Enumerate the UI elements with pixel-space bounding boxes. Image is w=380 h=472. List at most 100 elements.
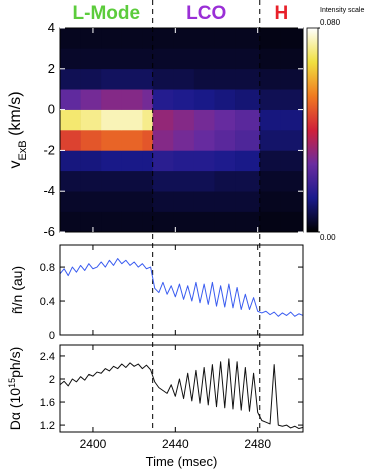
heat-cell [101, 109, 123, 131]
y-tick-label: 1.6 [40, 397, 55, 409]
heat-cell [152, 211, 174, 233]
heat-cell [280, 211, 304, 233]
heat-cell [101, 68, 123, 90]
heat-cell [193, 150, 215, 172]
plot-frame [59, 244, 304, 336]
y-axis-label: Dα (1015ph/s) [7, 347, 23, 430]
colorbar [306, 27, 319, 233]
heat-cell [173, 191, 195, 212]
heat-cell [259, 191, 281, 212]
y-tick-label: 0 [49, 330, 55, 342]
heat-cell [152, 170, 174, 192]
heat-cell [80, 48, 102, 70]
heat-cell [142, 48, 153, 70]
heat-cell [60, 211, 81, 233]
colorbar-tick-label: 0.00 [320, 233, 336, 242]
heat-cell [101, 48, 123, 70]
heat-cell [193, 170, 215, 192]
heat-cell [259, 109, 281, 131]
heat-cell [214, 170, 236, 192]
heat-cell [280, 89, 304, 110]
heat-cell [121, 170, 143, 192]
heat-cell [280, 109, 304, 131]
heat-cell [60, 130, 81, 151]
region-label: H [275, 3, 289, 24]
y-tick-label: 2.4 [40, 351, 55, 363]
heat-cell [152, 109, 174, 131]
y-axis-label: vExB (km/s) [7, 91, 29, 168]
heat-cell [280, 170, 304, 192]
y-tick-label: 0.4 [40, 296, 55, 308]
heat-cell [259, 150, 281, 172]
heat-cell [214, 211, 236, 233]
heat-cell [214, 191, 236, 212]
heat-cell [193, 191, 215, 212]
heat-cell [152, 191, 174, 212]
heat-cell [235, 48, 261, 70]
heat-cell [121, 211, 143, 233]
y-axis-label-part: ph/s) [7, 347, 23, 378]
heat-cell [80, 28, 102, 49]
heat-cell [152, 48, 174, 70]
heat-cell [142, 109, 153, 131]
heat-cell [101, 211, 123, 233]
y-tick-label: -4 [43, 183, 55, 198]
heat-cell [235, 28, 261, 49]
heat-cell [280, 191, 304, 212]
heat-cell [60, 109, 81, 131]
heat-cell [142, 191, 153, 212]
heat-cell [235, 68, 261, 90]
heat-cell [121, 109, 143, 131]
heat-cell [214, 130, 236, 151]
colorbar-tick-label: 0.080 [320, 18, 341, 27]
heat-cell [80, 211, 102, 233]
series-line [59, 358, 304, 430]
heat-cell [142, 170, 153, 192]
y-tick-label: 0.8 [40, 262, 55, 274]
heat-cell [80, 170, 102, 192]
y-tick-label: 0 [48, 102, 55, 117]
heat-cell [121, 68, 143, 90]
heat-cell [60, 68, 81, 90]
heat-cell [142, 28, 153, 49]
heat-cell [259, 170, 281, 192]
heat-cell [193, 130, 215, 151]
heat-cell [280, 130, 304, 151]
region-label: LCO [186, 3, 226, 24]
y-tick-label: 2 [49, 374, 55, 386]
heat-cell [173, 130, 195, 151]
heat-cell [173, 170, 195, 192]
heat-cell [60, 191, 81, 212]
heat-cell [193, 48, 215, 70]
heat-cell [235, 109, 261, 131]
heat-cell [173, 211, 195, 233]
heat-cell [193, 89, 215, 110]
heat-cell [259, 28, 281, 49]
y-axis-label-part: v [7, 161, 24, 169]
heat-cell [101, 89, 123, 110]
heat-cell [121, 48, 143, 70]
heat-cell [80, 130, 102, 151]
heat-cell [152, 68, 174, 90]
heat-cell [121, 89, 143, 110]
heat-cell [101, 150, 123, 172]
heat-cell [259, 68, 281, 90]
heat-cell [214, 109, 236, 131]
heat-cell [193, 28, 215, 49]
heat-cell [259, 48, 281, 70]
heat-cell [60, 28, 81, 49]
heat-cell [173, 28, 195, 49]
heat-cell [142, 211, 153, 233]
heat-cell [60, 48, 81, 70]
heat-cell [142, 130, 153, 151]
heat-cell [80, 89, 102, 110]
heat-cell [152, 89, 174, 110]
heat-cell [173, 68, 195, 90]
heat-cell [173, 89, 195, 110]
heat-cell [280, 48, 304, 70]
heat-cell [173, 150, 195, 172]
heat-cell [152, 150, 174, 172]
x-axis-label: Time (msec) [146, 454, 218, 469]
